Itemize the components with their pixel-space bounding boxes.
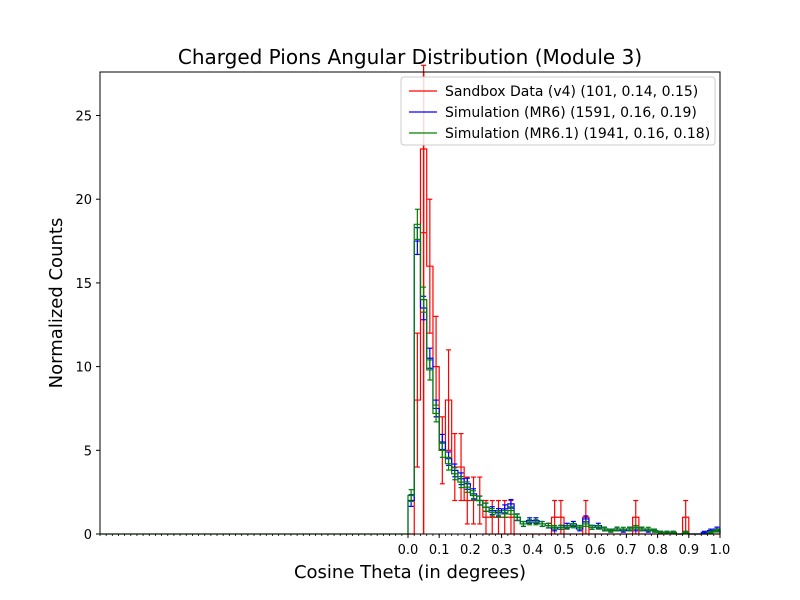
error-bar — [477, 495, 483, 506]
chart-title: Charged Pions Angular Distribution (Modu… — [178, 45, 642, 69]
error-bar — [558, 524, 564, 530]
error-bar — [446, 456, 452, 471]
y-tick-label: 25 — [75, 110, 92, 125]
plot-frame — [99, 71, 721, 535]
error-bar — [651, 528, 657, 533]
error-bar — [595, 524, 601, 530]
error-bar — [570, 522, 576, 529]
x-tick-label: 0.0 — [398, 543, 419, 558]
y-tick-label: 15 — [75, 277, 92, 292]
error-bar — [670, 530, 676, 534]
error-bar — [608, 528, 614, 533]
error-bar — [421, 286, 427, 313]
y-tick-label: 10 — [75, 361, 92, 376]
error-bar — [502, 509, 508, 518]
error-bar — [433, 404, 439, 423]
error-bar — [639, 526, 645, 532]
error-bar — [589, 524, 595, 530]
error-bar — [489, 507, 495, 517]
error-bar — [577, 524, 583, 530]
error-bar — [527, 519, 533, 526]
y-tick-label: 0 — [84, 528, 92, 543]
legend-box — [400, 76, 716, 146]
legend-label: Simulation (MR6) (1591, 0.16, 0.19) — [445, 105, 697, 121]
error-bar — [458, 432, 464, 502]
x-axis: 0.0 0.1 0.2 0.3 0.4 0.5 0.6 0.7 0.8 0.9 1.0 — [99, 534, 731, 558]
error-bar — [414, 332, 420, 468]
error-bar — [602, 526, 608, 532]
error-bar — [520, 521, 526, 527]
y-axis-title: Normalized Counts — [46, 218, 67, 389]
y-axis: 0 5 10 15 20 25 — [75, 110, 100, 543]
error-bar — [564, 524, 570, 530]
error-bar — [471, 490, 477, 501]
y-tick-label: 5 — [84, 444, 92, 459]
error-bar — [408, 489, 414, 502]
error-bar — [714, 528, 720, 533]
error-bar — [708, 530, 714, 534]
y-tick-label: 20 — [75, 193, 92, 208]
error-bar — [633, 524, 639, 530]
error-bar — [627, 526, 633, 532]
series-2 — [407, 208, 721, 535]
x-tick-label: 0.7 — [616, 543, 637, 558]
x-tick-label: 0.3 — [491, 543, 512, 558]
x-tick-label: 1.0 — [710, 543, 731, 558]
error-bar — [539, 521, 545, 527]
error-bar — [614, 526, 620, 532]
error-bar — [658, 530, 664, 534]
error-bar — [464, 481, 470, 493]
legend-item: Simulation (MR6) (1591, 0.16, 0.19) — [409, 105, 697, 121]
error-bar — [664, 530, 670, 534]
error-bar — [427, 198, 433, 334]
series-step-line — [407, 223, 721, 535]
x-axis-title: Cosine Theta (in degrees) — [294, 562, 526, 583]
error-bar — [414, 208, 420, 240]
error-bar — [552, 524, 558, 530]
x-tick-label: 0.9 — [678, 543, 699, 558]
error-bar — [683, 530, 689, 534]
x-tick-label: 0.8 — [647, 543, 668, 558]
error-bar — [446, 349, 452, 451]
error-bar — [701, 530, 707, 534]
error-bar — [620, 526, 626, 532]
error-bar — [452, 467, 458, 481]
error-bar — [439, 442, 445, 458]
error-bar — [583, 521, 589, 527]
error-bar — [427, 359, 433, 381]
error-bar — [483, 502, 489, 512]
legend: Sandbox Data (v4) (101, 0.14, 0.15) Simul… — [400, 76, 716, 146]
legend-label: Simulation (MR6.1) (1941, 0.16, 0.18) — [445, 126, 710, 142]
x-tick-label: 0.2 — [460, 543, 481, 558]
x-tick-label: 0.4 — [522, 543, 543, 558]
legend-item: Simulation (MR6.1) (1941, 0.16, 0.18) — [409, 126, 710, 142]
legend-label: Sandbox Data (v4) (101, 0.14, 0.15) — [445, 84, 698, 100]
x-tick-label: 0.6 — [585, 543, 606, 558]
error-bar — [533, 519, 539, 526]
error-bar — [645, 526, 651, 532]
error-bar — [495, 509, 501, 518]
error-bar — [514, 513, 520, 521]
x-tick-label: 0.1 — [429, 543, 450, 558]
error-bar — [545, 522, 551, 529]
error-bar — [508, 506, 514, 515]
legend-item: Sandbox Data (v4) (101, 0.14, 0.15) — [409, 84, 698, 100]
error-bar — [458, 475, 464, 489]
plot-area — [100, 64, 721, 535]
x-tick-label: 0.5 — [554, 543, 575, 558]
